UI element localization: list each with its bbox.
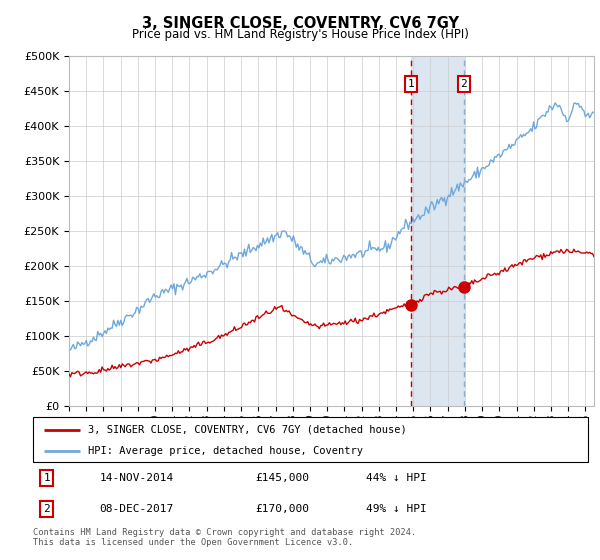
Text: 2: 2: [44, 504, 50, 514]
Text: 44% ↓ HPI: 44% ↓ HPI: [366, 473, 427, 483]
Text: 2: 2: [460, 79, 467, 89]
Text: 3, SINGER CLOSE, COVENTRY, CV6 7GY (detached house): 3, SINGER CLOSE, COVENTRY, CV6 7GY (deta…: [89, 424, 407, 435]
Text: 3, SINGER CLOSE, COVENTRY, CV6 7GY: 3, SINGER CLOSE, COVENTRY, CV6 7GY: [142, 16, 458, 31]
Text: HPI: Average price, detached house, Coventry: HPI: Average price, detached house, Cove…: [89, 446, 364, 456]
Text: Price paid vs. HM Land Registry's House Price Index (HPI): Price paid vs. HM Land Registry's House …: [131, 28, 469, 41]
FancyBboxPatch shape: [33, 417, 588, 462]
Text: 1: 1: [407, 79, 415, 89]
Text: 08-DEC-2017: 08-DEC-2017: [100, 504, 174, 514]
Text: 14-NOV-2014: 14-NOV-2014: [100, 473, 174, 483]
Text: Contains HM Land Registry data © Crown copyright and database right 2024.
This d: Contains HM Land Registry data © Crown c…: [33, 528, 416, 547]
Text: 1: 1: [44, 473, 50, 483]
Text: £145,000: £145,000: [255, 473, 309, 483]
Bar: [411, 56, 464, 406]
Text: £170,000: £170,000: [255, 504, 309, 514]
Text: 49% ↓ HPI: 49% ↓ HPI: [366, 504, 427, 514]
